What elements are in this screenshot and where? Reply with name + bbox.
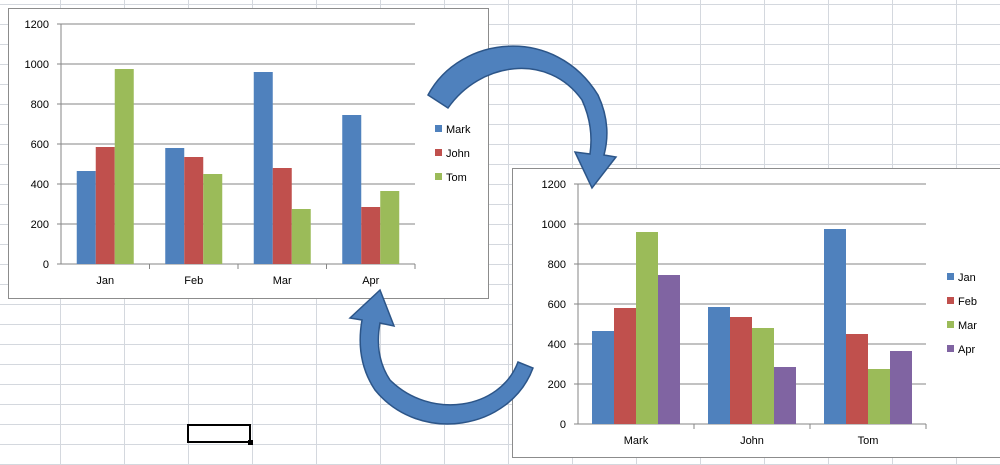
y-tick-label: 1000 — [25, 59, 49, 71]
y-tick-label: 0 — [43, 259, 49, 271]
x-tick-label: Mar — [273, 275, 292, 287]
legend-label: Tom — [446, 172, 467, 184]
legend-label: Apr — [958, 344, 975, 356]
bar-feb-john[interactable] — [730, 317, 752, 424]
legend-label: Feb — [958, 296, 977, 308]
bar-mark-apr[interactable] — [342, 115, 362, 264]
bar-apr-john[interactable] — [774, 367, 796, 424]
bar-tom-jan[interactable] — [114, 69, 134, 264]
bar-tom-feb[interactable] — [203, 174, 223, 264]
bar-jan-mark[interactable] — [592, 331, 614, 424]
bar-mar-mark[interactable] — [636, 232, 658, 424]
y-tick-label: 600 — [548, 299, 566, 311]
chart-by-person-plot: 0 200 400 600 800 1000 1200 Mark John Tom Jan Feb Ma… — [542, 179, 978, 447]
bar-tom-apr[interactable] — [380, 191, 400, 264]
bar-john-apr[interactable] — [361, 207, 381, 264]
x-tick-label: John — [740, 435, 764, 447]
chart-by-person[interactable]: 0 200 400 600 800 1000 1200 Mark John Tom Jan Feb Ma… — [512, 168, 1000, 458]
chart-by-month-plot: 0 200 400 600 800 1000 1200 Jan Feb Mar Apr Mark Joh… — [25, 19, 471, 287]
bar-mar-john[interactable] — [752, 328, 774, 424]
bar-mar-tom[interactable] — [868, 369, 890, 424]
bar-mark-jan[interactable] — [76, 171, 96, 264]
curved-arrow-bottom-icon — [348, 288, 534, 425]
bar-mark-mar[interactable] — [253, 72, 273, 264]
bar-john-mar[interactable] — [272, 168, 292, 264]
legend-swatch — [435, 125, 442, 132]
y-tick-label: 800 — [548, 259, 566, 271]
y-tick-label: 800 — [31, 99, 49, 111]
bar-apr-mark[interactable] — [658, 275, 680, 424]
x-tick-label: Apr — [362, 275, 379, 287]
legend-swatch — [947, 297, 954, 304]
fill-handle[interactable] — [248, 440, 253, 445]
y-tick-label: 1000 — [542, 219, 566, 231]
y-tick-label: 200 — [548, 379, 566, 391]
bar-jan-tom[interactable] — [824, 229, 846, 424]
legend-label: Mark — [446, 124, 471, 136]
bar-mark-feb[interactable] — [165, 148, 185, 264]
legend-swatch — [947, 273, 954, 280]
legend-swatch — [435, 149, 442, 156]
y-tick-label: 400 — [548, 339, 566, 351]
bar-john-feb[interactable] — [184, 157, 204, 264]
bar-john-jan[interactable] — [95, 147, 115, 264]
bar-jan-john[interactable] — [708, 307, 730, 424]
legend-label: John — [446, 148, 470, 160]
bar-apr-tom[interactable] — [890, 351, 912, 424]
legend-swatch — [947, 345, 954, 352]
curved-arrow-top-icon — [427, 45, 618, 190]
x-tick-label: Feb — [184, 275, 203, 287]
legend-swatch — [947, 321, 954, 328]
chart-by-month[interactable]: 0 200 400 600 800 1000 1200 Jan Feb Mar Apr Mark Joh… — [8, 8, 489, 299]
y-tick-label: 0 — [560, 419, 566, 431]
legend-label: Jan — [958, 272, 976, 284]
x-tick-label: Tom — [858, 435, 879, 447]
y-tick-label: 1200 — [542, 179, 566, 191]
legend-swatch — [435, 173, 442, 180]
y-tick-label: 200 — [31, 219, 49, 231]
x-tick-label: Jan — [96, 275, 114, 287]
selected-cell[interactable] — [187, 424, 253, 445]
legend-label: Mar — [958, 320, 977, 332]
bar-tom-mar[interactable] — [291, 209, 311, 264]
bar-feb-mark[interactable] — [614, 308, 636, 424]
y-tick-label: 1200 — [25, 19, 49, 31]
x-tick-label: Mark — [624, 435, 649, 447]
y-tick-label: 400 — [31, 179, 49, 191]
bar-feb-tom[interactable] — [846, 334, 868, 424]
y-tick-label: 600 — [31, 139, 49, 151]
